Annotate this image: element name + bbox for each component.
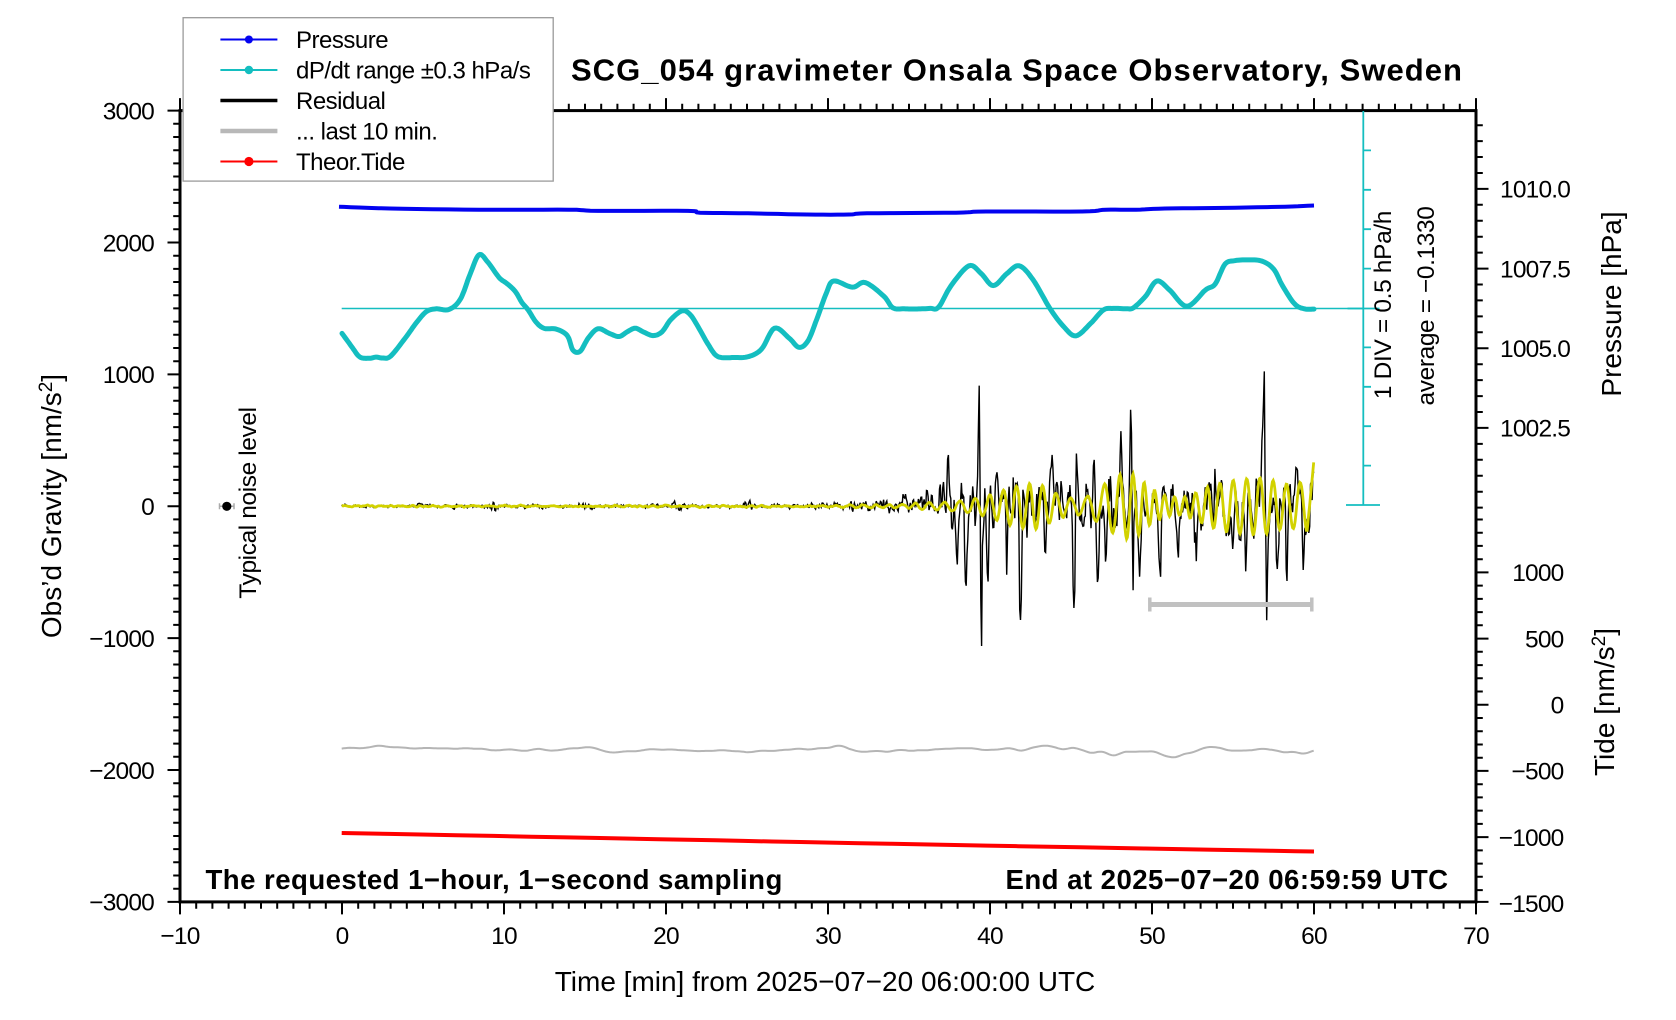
svg-text:Pressure: Pressure (296, 27, 388, 54)
svg-text:−2000: −2000 (89, 758, 154, 785)
svg-text:−3000: −3000 (89, 890, 154, 917)
svg-text:1010.0: 1010.0 (1500, 177, 1570, 204)
svg-text:Time [min] from 2025−07−20 06:: Time [min] from 2025−07−20 06:00:00 UTC (555, 966, 1096, 997)
svg-text:End at 2025−07−20 06:59:59 UTC: End at 2025−07−20 06:59:59 UTC (1006, 864, 1449, 895)
svg-text:Theor.Tide: Theor.Tide (296, 149, 405, 176)
svg-text:10: 10 (491, 923, 517, 950)
svg-text:−1500: −1500 (1499, 891, 1564, 918)
svg-text:−10: −10 (160, 923, 199, 950)
svg-text:1002.5: 1002.5 (1500, 416, 1570, 443)
svg-text:1000: 1000 (1512, 560, 1563, 587)
svg-text:−500: −500 (1512, 759, 1564, 786)
svg-text:0: 0 (141, 494, 154, 521)
svg-text:3000: 3000 (103, 98, 154, 125)
svg-text:SCG_054 gravimeter Onsala Spac: SCG_054 gravimeter Onsala Space Observat… (571, 53, 1463, 88)
svg-text:Residual: Residual (296, 88, 385, 115)
svg-text:Typical noise level: Typical noise level (235, 407, 262, 598)
svg-text:1005.0: 1005.0 (1500, 336, 1570, 363)
svg-text:Obs’d Gravity [nm/s2]: Obs’d Gravity [nm/s2] (36, 374, 67, 638)
svg-text:−1000: −1000 (1499, 825, 1564, 852)
svg-text:1 DIV = 0.5 hPa/h: 1 DIV = 0.5 hPa/h (1370, 211, 1397, 399)
svg-text:1007.5: 1007.5 (1500, 256, 1570, 283)
svg-text:The requested 1−hour, 1−second: The requested 1−hour, 1−second sampling (206, 864, 783, 895)
svg-text:30: 30 (815, 923, 841, 950)
svg-text:50: 50 (1139, 923, 1165, 950)
svg-text:0: 0 (1551, 693, 1564, 720)
svg-text:average = −0.1330: average = −0.1330 (1413, 207, 1440, 406)
svg-text:70: 70 (1463, 923, 1489, 950)
svg-text:Pressure [hPa]: Pressure [hPa] (1596, 211, 1627, 396)
svg-text:Tide [nm/s2]: Tide [nm/s2] (1589, 628, 1620, 776)
svg-text:20: 20 (653, 923, 679, 950)
svg-text:0: 0 (336, 923, 349, 950)
svg-text:dP/dt range ±0.3 hPa/s: dP/dt range ±0.3 hPa/s (296, 57, 531, 84)
svg-text:60: 60 (1301, 923, 1327, 950)
svg-text:... last 10 min.: ... last 10 min. (296, 118, 437, 145)
svg-text:40: 40 (977, 923, 1003, 950)
svg-text:2000: 2000 (103, 230, 154, 257)
svg-text:−1000: −1000 (89, 626, 154, 653)
svg-text:1000: 1000 (103, 362, 154, 389)
svg-text:500: 500 (1525, 626, 1564, 653)
